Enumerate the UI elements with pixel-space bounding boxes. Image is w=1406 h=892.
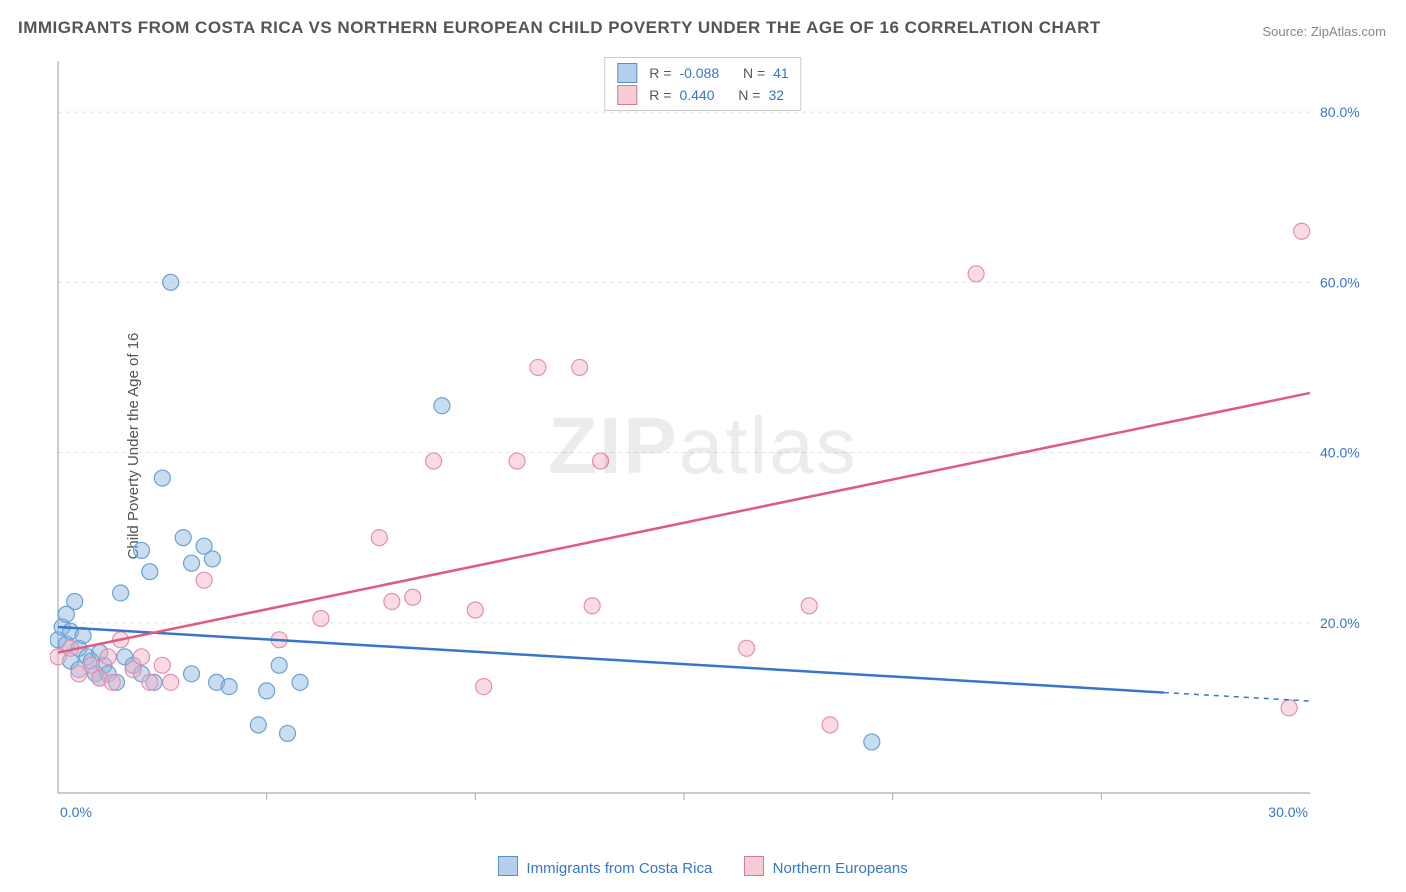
legend-item: Northern Europeans (744, 860, 907, 877)
svg-text:20.0%: 20.0% (1320, 615, 1360, 631)
swatch-blue (617, 63, 637, 83)
legend-item: Immigrants from Costa Rica (498, 860, 716, 877)
scatter-plot: 20.0% 40.0% 60.0% 80.0% 0.0% 30.0% (50, 55, 1380, 835)
n-label: N = (738, 84, 760, 106)
n-label: N = (743, 62, 765, 84)
svg-text:30.0%: 30.0% (1268, 804, 1308, 820)
swatch-blue (498, 856, 518, 876)
swatch-pink (617, 85, 637, 105)
source-link[interactable]: ZipAtlas.com (1311, 24, 1386, 39)
stats-row: R = -0.088 N = 41 (617, 62, 788, 84)
legend-label: Immigrants from Costa Rica (526, 860, 712, 877)
n-value: 41 (773, 62, 789, 84)
source-attribution: Source: ZipAtlas.com (1262, 24, 1386, 39)
r-label: R = (649, 62, 671, 84)
r-label: R = (649, 84, 671, 106)
svg-text:80.0%: 80.0% (1320, 104, 1360, 120)
chart-title: IMMIGRANTS FROM COSTA RICA VS NORTHERN E… (18, 18, 1101, 38)
bottom-legend: Immigrants from Costa Rica Northern Euro… (0, 856, 1406, 877)
svg-text:0.0%: 0.0% (60, 804, 92, 820)
svg-text:40.0%: 40.0% (1320, 445, 1360, 461)
legend-label: Northern Europeans (773, 860, 908, 877)
swatch-pink (744, 856, 764, 876)
svg-text:60.0%: 60.0% (1320, 274, 1360, 290)
r-value: 0.440 (679, 84, 714, 106)
n-value: 32 (768, 84, 784, 106)
source-prefix: Source: (1262, 24, 1310, 39)
stats-row: R = 0.440 N = 32 (617, 84, 788, 106)
correlation-stats-box: R = -0.088 N = 41 R = 0.440 N = 32 (604, 57, 801, 111)
r-value: -0.088 (679, 62, 719, 84)
